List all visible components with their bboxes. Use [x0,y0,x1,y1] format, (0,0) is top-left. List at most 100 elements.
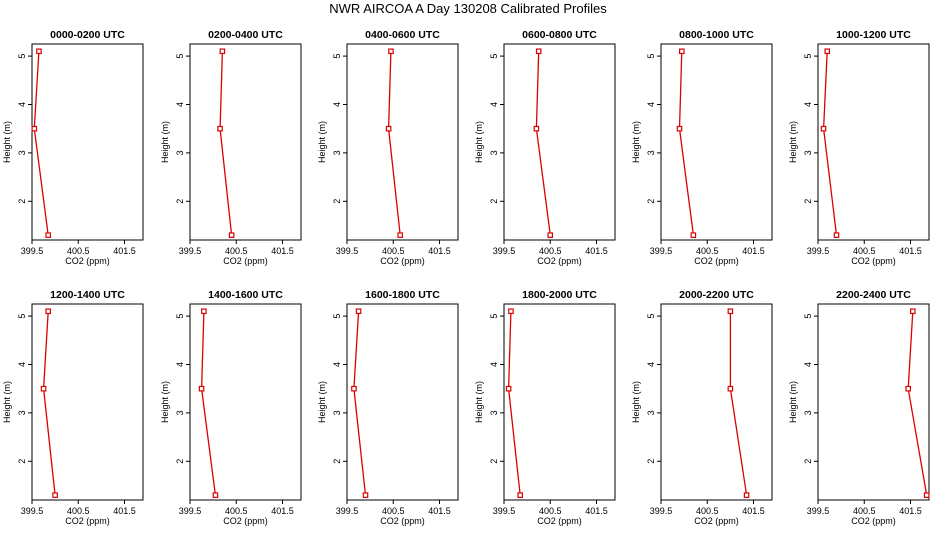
data-point [820,125,827,132]
x-tick-label: 400.5 [67,506,90,516]
y-tick-label: 2 [646,459,656,464]
y-tick-label: 5 [489,314,499,319]
data-point [52,492,58,498]
plot-frame [817,43,930,241]
y-tick-label: 4 [803,362,813,367]
x-tick-label: 400.5 [539,246,562,256]
x-axis-label: CO2 (ppm) [223,256,268,266]
y-tick-label: 5 [17,54,27,59]
y-tick-label: 5 [646,54,656,59]
panel-title: 0400-0600 UTC [365,29,440,41]
panel-title: 1000-1200 UTC [836,29,911,41]
data-point [198,385,205,392]
data-point [533,125,540,132]
plot-frame [503,43,616,241]
panel-4: 0600-0800 UTC 399.5 400.5 401.5 2 3 4 5 CO2 (ppm… [474,29,616,266]
x-tick-label: 401.5 [585,506,608,516]
y-tick-label: 2 [489,459,499,464]
y-tick-label: 5 [646,314,656,319]
plot-frame [660,303,773,501]
x-tick-label: 401.5 [271,246,294,256]
plot-frame [503,303,616,501]
panel-1: 0000-0200 UTC 399.5 400.5 401.5 2 3 4 5 CO2 (ppm… [2,29,144,266]
x-tick-label: 400.5 [225,506,248,516]
y-tick-label: 3 [803,150,813,155]
y-tick-label: 2 [332,459,342,464]
y-axis-label: Height (m) [631,381,641,423]
data-point [727,308,734,315]
y-tick-label: 5 [332,314,342,319]
x-axis-label: CO2 (ppm) [65,256,110,266]
x-tick-label: 399.5 [650,506,673,516]
plot-frame [817,303,930,501]
y-tick-label: 4 [17,102,27,107]
panel-title: 0000-0200 UTC [50,29,125,41]
plot-frame [31,43,144,241]
profile-line [535,51,551,236]
data-point [676,125,683,132]
x-tick-label: 400.5 [696,246,719,256]
panel-title: 2000-2200 UTC [679,289,754,301]
x-tick-label: 400.5 [853,246,876,256]
y-tick-label: 4 [175,102,185,107]
y-tick-label: 4 [332,102,342,107]
x-tick-label: 401.5 [585,246,608,256]
y-tick-label: 5 [17,314,27,319]
x-tick-label: 400.5 [382,506,405,516]
data-point [910,308,916,315]
data-point [833,232,840,238]
y-axis-label: Height (m) [788,381,798,423]
x-tick-label: 401.5 [742,506,765,516]
x-axis-label: CO2 (ppm) [694,516,739,526]
y-tick-label: 3 [17,410,27,415]
y-tick-label: 4 [17,362,27,367]
y-tick-label: 3 [646,150,656,155]
x-tick-label: 399.5 [650,246,673,256]
data-point [388,48,394,55]
x-axis-label: CO2 (ppm) [851,256,896,266]
panel-9: 1600-1800 UTC 399.5 400.5 401.5 2 3 4 5 CO2 (ppm… [317,289,459,526]
data-point [45,308,51,315]
x-tick-label: 399.5 [493,506,516,516]
x-tick-label: 401.5 [428,506,451,516]
y-tick-label: 4 [489,362,499,367]
plot-frame [31,303,144,501]
x-tick-label: 399.5 [21,506,44,516]
x-axis-label: CO2 (ppm) [694,256,739,266]
plot-frame [346,43,459,241]
x-tick-label: 399.5 [179,506,202,516]
panel-title: 0800-1000 UTC [679,29,754,41]
x-tick-label: 401.5 [428,246,451,256]
y-tick-label: 3 [489,410,499,415]
x-axis-label: CO2 (ppm) [223,516,268,526]
x-tick-label: 400.5 [382,246,405,256]
y-tick-label: 3 [17,150,27,155]
y-tick-label: 4 [175,362,185,367]
y-axis-label: Height (m) [2,381,12,423]
x-tick-label: 401.5 [899,506,922,516]
y-tick-label: 2 [646,199,656,204]
y-tick-label: 2 [803,459,813,464]
panel-12: 2200-2400 UTC 399.5 400.5 401.5 2 3 4 5 CO2 (ppm… [788,289,930,526]
x-axis-label: CO2 (ppm) [65,516,110,526]
y-tick-label: 3 [175,150,185,155]
data-point [690,232,697,238]
y-tick-label: 5 [803,54,813,59]
profile-line [219,51,233,236]
profile-line [507,311,521,496]
data-point [45,232,51,238]
data-point [228,232,235,238]
x-tick-label: 399.5 [21,246,44,256]
y-tick-label: 2 [17,199,27,204]
data-point [547,232,554,238]
data-point [385,125,392,132]
data-point [905,385,911,392]
panel-8: 1400-1600 UTC 399.5 400.5 401.5 2 3 4 5 CO2 (ppm… [160,289,302,526]
data-point [743,492,750,498]
y-axis-label: Height (m) [2,121,12,163]
x-tick-label: 399.5 [336,246,359,256]
plot-frame [189,303,302,501]
y-tick-label: 3 [489,150,499,155]
data-point [36,48,42,55]
